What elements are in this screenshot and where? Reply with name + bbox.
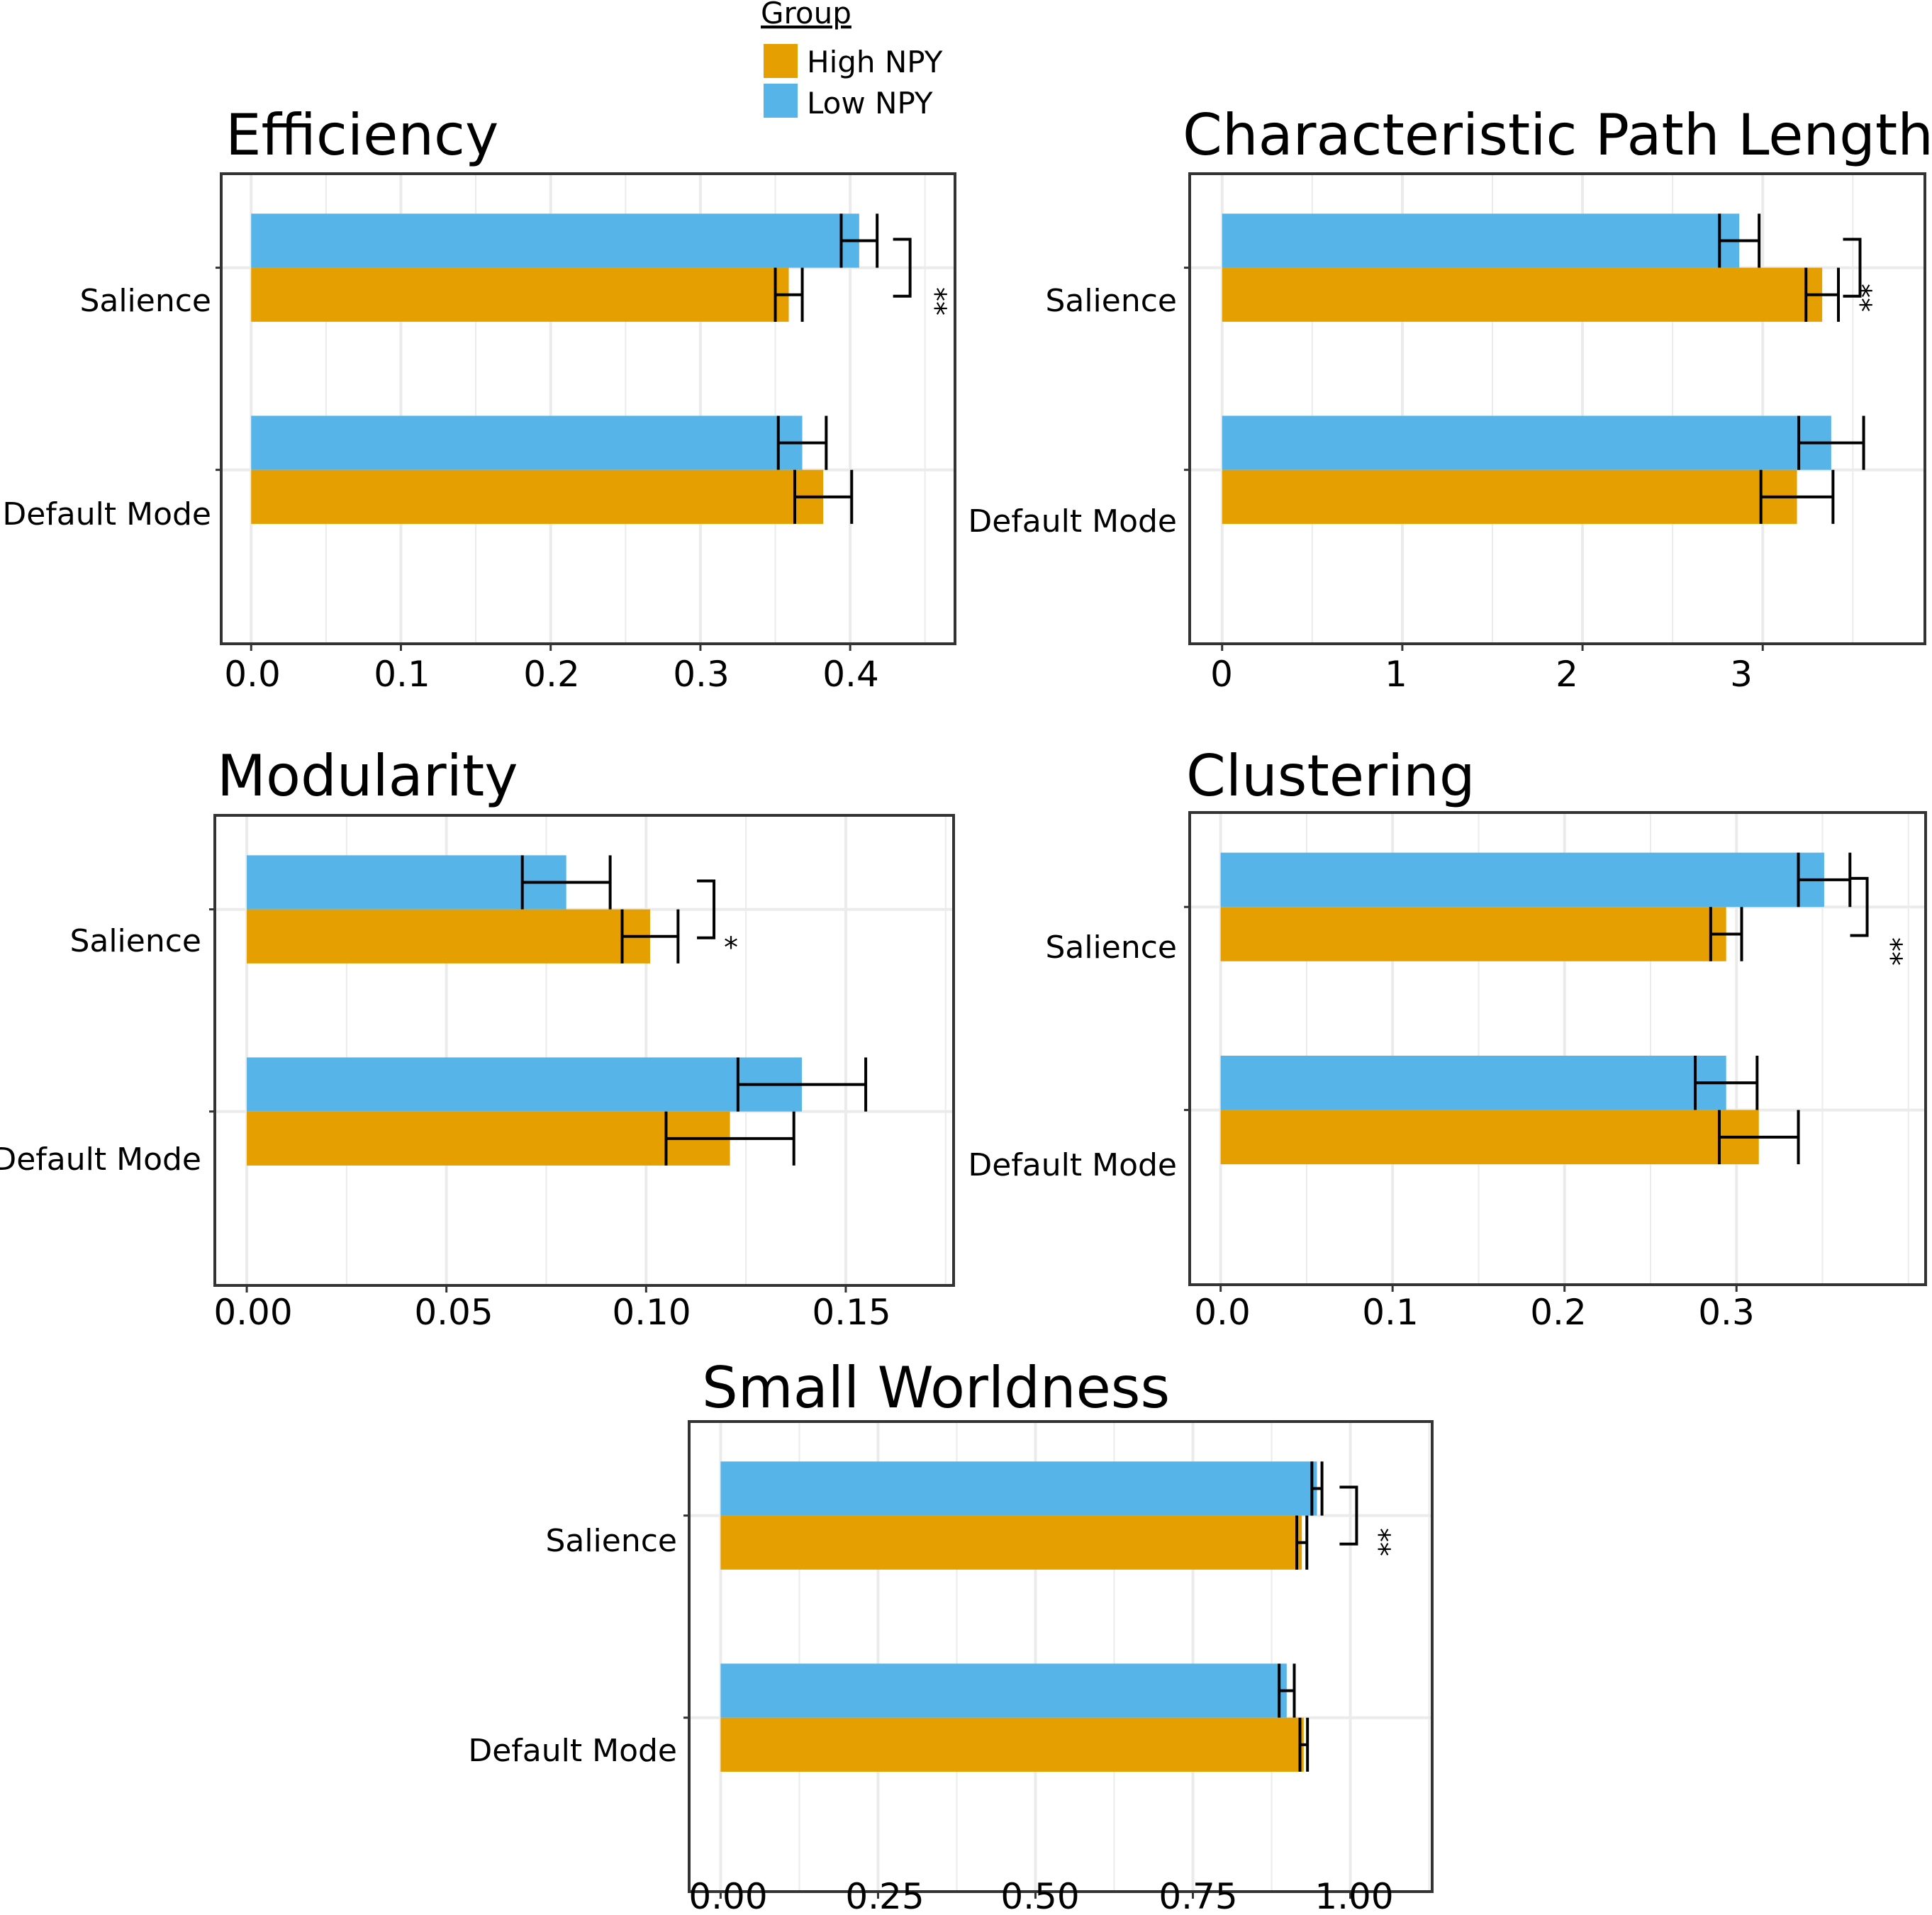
bar-low-npy — [247, 1057, 802, 1112]
category-label: Salience — [69, 923, 201, 959]
bar-high-npy — [720, 1717, 1304, 1772]
x-tick-label: 0.4 — [822, 654, 879, 695]
panel-frame — [220, 172, 956, 645]
panel-modularity: Modularity Salience Default Mode 0.00 0.… — [0, 743, 955, 1333]
significance-bracket — [1843, 238, 1862, 298]
bar-low-npy — [1222, 415, 1831, 470]
x-tick-label: 0.0 — [224, 654, 281, 695]
legend-swatch-high-npy — [764, 44, 798, 78]
x-tick-label: 0.75 — [1158, 1876, 1237, 1915]
significance-label: ** — [1844, 284, 1877, 312]
x-tick-label: 1 — [1385, 654, 1407, 695]
panel-small-worldness: Small Worldness Salience Default Mode 0.… — [468, 1355, 1434, 1915]
panel-title: Clustering — [1186, 743, 1475, 809]
category-label: Salience — [1045, 929, 1177, 966]
plot-area — [1184, 811, 1927, 1292]
category-label: Default Mode — [0, 1141, 201, 1178]
x-tick-label: 2 — [1556, 654, 1578, 695]
bar-low-npy — [1220, 852, 1824, 908]
x-tick-label: 1.00 — [1314, 1876, 1393, 1915]
bar-low-npy — [1220, 1055, 1726, 1110]
panel-title: Characteristic Path Length — [1183, 102, 1932, 168]
bar-high-npy — [247, 1111, 730, 1166]
panel-title: Small Worldness — [702, 1355, 1170, 1421]
x-tick-label: 0.3 — [673, 654, 730, 695]
bar-low-npy — [251, 415, 803, 470]
x-tick-label: 0.00 — [213, 1292, 292, 1333]
panel-frame — [1188, 811, 1927, 1286]
bar-low-npy — [720, 1461, 1317, 1516]
plot-area — [209, 814, 955, 1293]
bar-high-npy — [1222, 469, 1797, 524]
category-label: Default Mode — [968, 503, 1177, 540]
bar-high-npy — [247, 909, 650, 964]
plot-area — [216, 172, 956, 651]
significance-bracket — [1850, 876, 1869, 937]
panel-efficiency: Efficiency Salience Default Mode 0.0 0.1… — [2, 102, 956, 695]
panel-title: Efficiency — [225, 102, 498, 168]
legend-swatch-low-npy — [764, 84, 798, 118]
plot-area — [683, 1420, 1434, 1899]
x-tick-label: 0.50 — [1000, 1876, 1079, 1915]
category-label: Default Mode — [468, 1733, 677, 1769]
x-tick-label: 0.00 — [688, 1876, 767, 1915]
legend-label-low-npy: Low NPY — [807, 86, 933, 121]
x-tick-label: 0.0 — [1194, 1292, 1251, 1333]
significance-label: * — [724, 932, 738, 964]
panel-characteristic-path-length: Characteristic Path Length Salience Defa… — [968, 102, 1932, 695]
category-label: Salience — [545, 1523, 677, 1559]
x-tick-label: 0.3 — [1698, 1292, 1755, 1333]
plot-area — [1184, 172, 1926, 651]
bar-high-npy — [251, 469, 824, 524]
x-tick-label: 0.10 — [612, 1292, 691, 1333]
x-tick-label: 3 — [1730, 654, 1753, 695]
bar-high-npy — [251, 267, 789, 322]
panel-title: Modularity — [217, 743, 518, 809]
category-label: Salience — [79, 283, 211, 319]
bar-low-npy — [720, 1663, 1287, 1718]
bar-high-npy — [1220, 907, 1726, 961]
legend-label-high-npy: High NPY — [807, 45, 943, 79]
bar-low-npy — [1222, 213, 1740, 268]
x-tick-label: 0.15 — [812, 1292, 890, 1333]
x-tick-label: 0.1 — [374, 654, 430, 695]
legend: Group High NPY Low NPY — [761, 0, 943, 121]
x-tick-label: 0.05 — [414, 1292, 493, 1333]
significance-bracket — [893, 238, 912, 298]
bar-high-npy — [1220, 1110, 1759, 1165]
significance-label: ** — [1363, 1528, 1395, 1556]
x-tick-label: 0.2 — [523, 654, 580, 695]
bar-low-npy — [251, 213, 859, 268]
panel-frame — [1188, 172, 1926, 645]
x-tick-label: 0.1 — [1362, 1292, 1419, 1333]
significance-bracket — [1339, 1485, 1358, 1546]
x-tick-label: 0 — [1210, 654, 1233, 695]
x-tick-label: 0.2 — [1530, 1292, 1587, 1333]
category-label: Default Mode — [2, 496, 211, 532]
panel-frame — [213, 814, 955, 1287]
panel-clustering: Clustering Salience Default Mode 0.0 0.1… — [968, 743, 1927, 1333]
bar-low-npy — [247, 855, 566, 910]
bar-high-npy — [720, 1515, 1302, 1570]
x-tick-label: 0.25 — [845, 1876, 924, 1915]
significance-label: ** — [919, 287, 951, 316]
category-label: Default Mode — [968, 1147, 1177, 1183]
significance-label: ** — [1875, 937, 1907, 966]
panel-frame — [688, 1420, 1434, 1893]
bar-high-npy — [1222, 267, 1823, 322]
significance-bracket — [697, 879, 716, 939]
category-label: Salience — [1045, 283, 1177, 319]
legend-title: Group — [761, 0, 851, 30]
